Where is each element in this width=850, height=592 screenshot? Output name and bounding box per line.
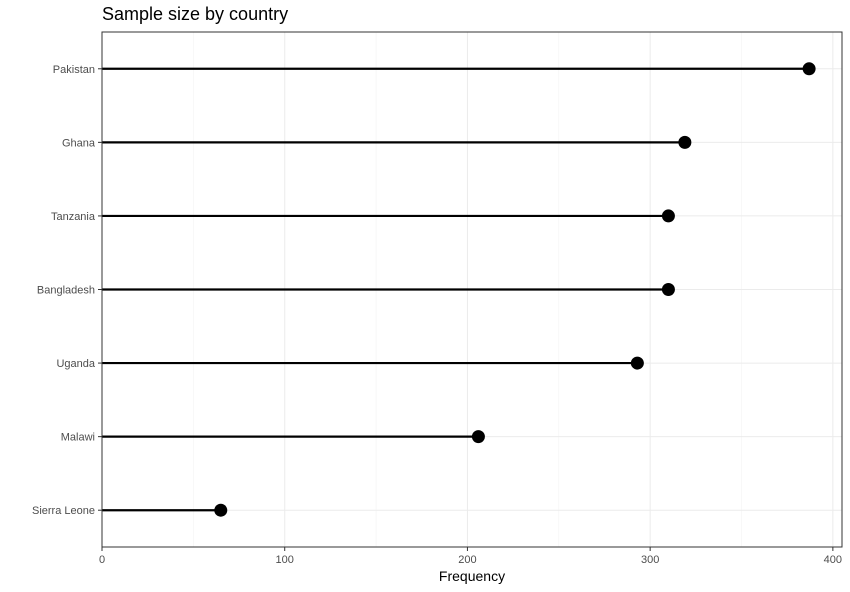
data-point — [214, 503, 228, 517]
y-tick-label: Malawi — [61, 432, 95, 444]
y-tick-label: Ghana — [62, 137, 96, 149]
y-tick-label: Bangladesh — [37, 285, 95, 297]
lollipop-stems — [102, 67, 810, 512]
chart-title: Sample size by country — [102, 4, 288, 24]
data-point — [661, 209, 675, 223]
x-tick-label: 200 — [458, 554, 476, 566]
x-tick-label: 100 — [276, 554, 294, 566]
x-tick-label: 0 — [99, 554, 105, 566]
x-tick-label: 300 — [641, 554, 659, 566]
lollipop-points — [214, 62, 816, 517]
y-tick-label: Uganda — [56, 358, 95, 370]
y-axis-ticks: Pakistan Ghana Tanzania Bangladesh Uganda Mal… — [32, 64, 102, 517]
data-point — [661, 283, 675, 296]
x-axis-title: Frequency — [439, 568, 505, 584]
y-tick-label: Pakistan — [53, 64, 95, 76]
x-axis-ticks: 0 100 200 300 400 — [99, 547, 842, 566]
y-tick-label: Tanzania — [51, 211, 96, 223]
data-point — [802, 62, 816, 76]
y-tick-label: Sierra Leone — [32, 505, 95, 517]
data-point — [471, 430, 485, 444]
x-tick-label: 400 — [824, 554, 842, 566]
data-point — [678, 135, 692, 149]
data-point — [630, 356, 644, 370]
